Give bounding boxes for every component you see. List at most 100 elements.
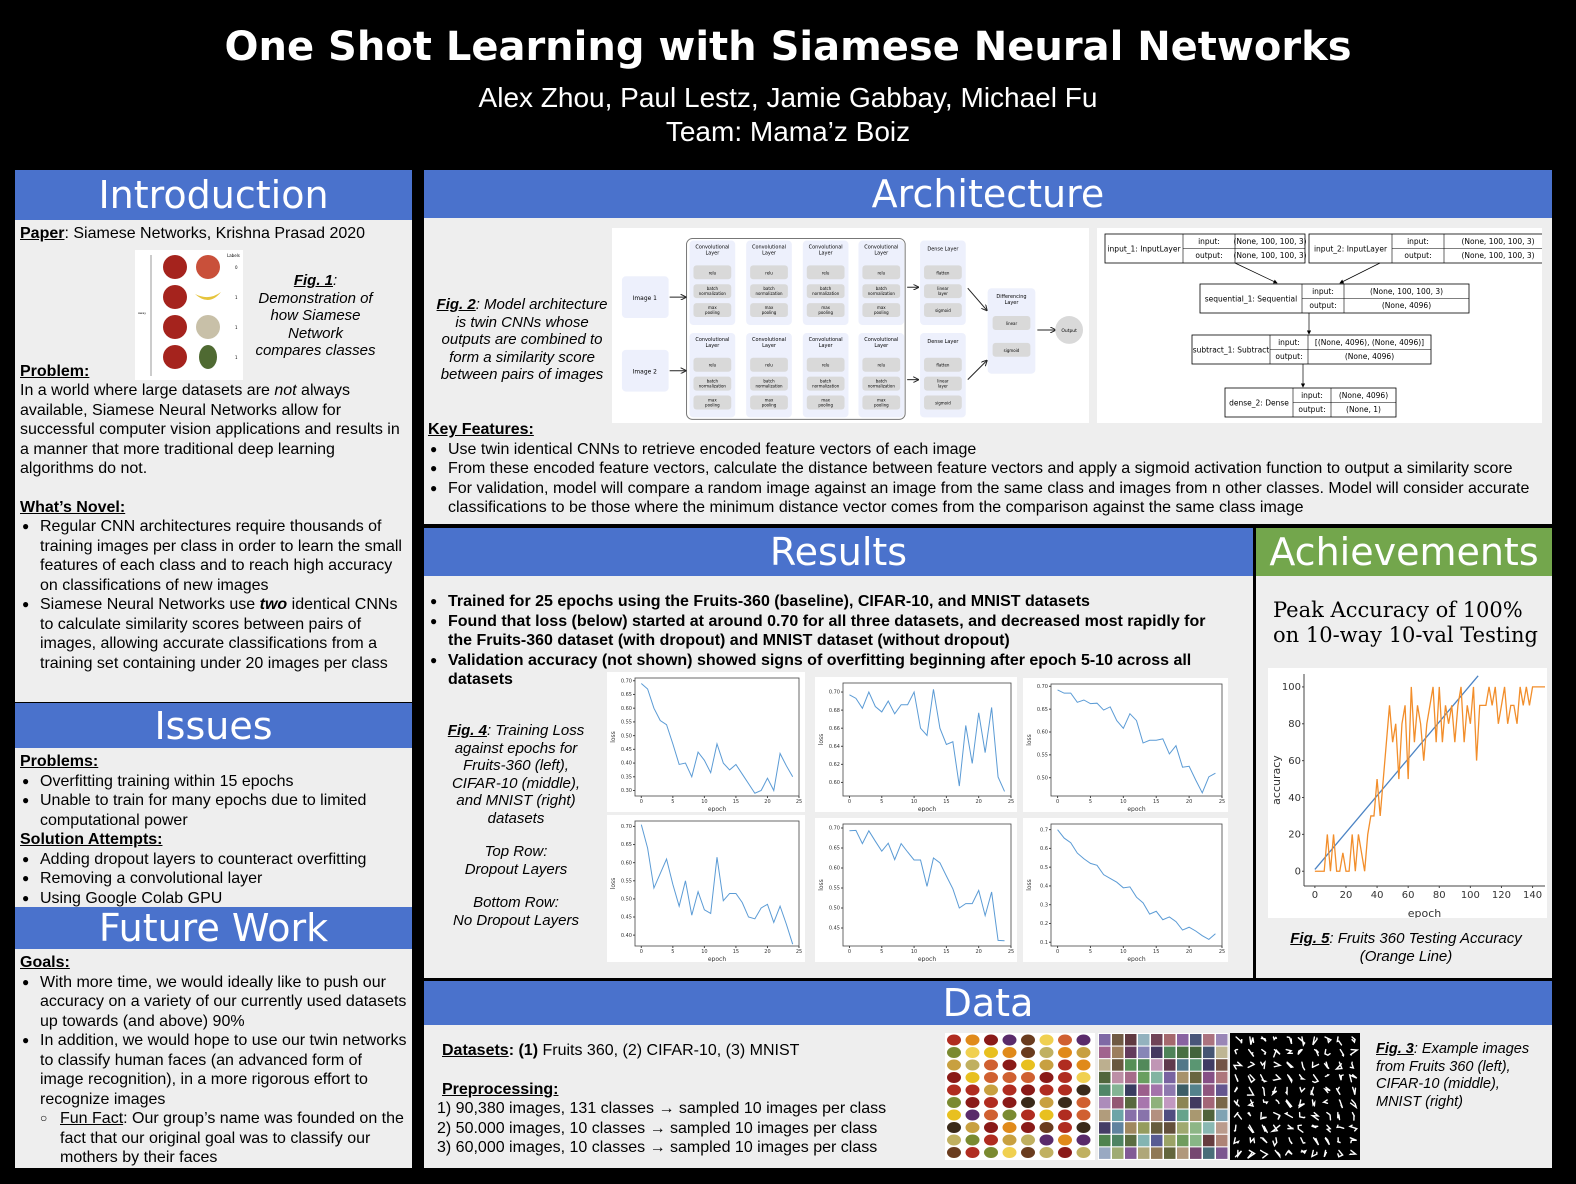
fruit-sample: [984, 1072, 998, 1083]
fruit-sample: [947, 1084, 961, 1096]
x-tick-label: 0: [848, 799, 851, 805]
fruit-sample: [1021, 1047, 1035, 1058]
mnist-digit-sample: [1337, 1111, 1341, 1121]
fruit-sample: [947, 1059, 961, 1071]
problem-text: In a world where large datasets are not …: [20, 382, 400, 477]
y-tick-label: 0.50: [621, 733, 632, 739]
svg-text:Convolutional: Convolutional: [695, 244, 729, 250]
cifar-sample: [1125, 1071, 1137, 1084]
cifar-sample: [1099, 1059, 1111, 1071]
cifar-sample: [1125, 1034, 1137, 1046]
mnist-digit-sample: [1233, 1124, 1237, 1132]
svg-text:Layer: Layer: [1005, 300, 1020, 306]
operation-pill: [924, 357, 962, 372]
fruit-sample: [1021, 1097, 1035, 1108]
operation-pill: [862, 376, 901, 391]
fruit-sample: [1058, 1109, 1072, 1121]
y-tick-label: 40: [1288, 793, 1301, 804]
x-tick-label: 10: [911, 799, 917, 805]
fruit-sample: [1076, 1109, 1091, 1121]
x-tick-label: 10: [1120, 799, 1126, 805]
mnist-digit-sample: [1338, 1099, 1344, 1109]
operation-pill: [806, 265, 845, 280]
svg-text:batch: batch: [763, 286, 775, 291]
novel-list: Regular CNN architectures require thousa…: [20, 517, 407, 673]
x-tick-label: 80: [1433, 890, 1446, 901]
fruit-sample: [965, 1147, 980, 1158]
loss-chart-mnist-dropout: 0 5 10 15 20 25 0.50 0.55 0.60 0.65 0.70 epoch loss: [1023, 678, 1228, 812]
fruit-sample: [1076, 1084, 1091, 1096]
y-tick-label: 20: [1288, 830, 1301, 841]
fruit-sample: [984, 1084, 998, 1096]
fruit-sample: [1058, 1097, 1072, 1108]
x-axis-label: epoch: [918, 956, 936, 962]
fruit-sample: [1076, 1072, 1091, 1083]
list-item: Overfitting training within 15 epochs: [20, 772, 407, 792]
y-tick-label: 0.30: [621, 788, 632, 794]
cifar-sample: [1125, 1097, 1137, 1109]
y-tick-label: 0: [1295, 867, 1301, 878]
x-axis-label: epoch: [708, 806, 726, 812]
cifar-sample: [1190, 1059, 1202, 1071]
fruit-sample: [1076, 1059, 1091, 1071]
svg-text:layer: layer: [938, 384, 948, 389]
preprocessing-item: 1) 90,380 images, 131 classes → sampled …: [437, 1100, 887, 1117]
svg-text:input_2: InputLayer: input_2: InputLayer: [1314, 245, 1388, 254]
mnist-digit-sample: [1260, 1111, 1267, 1120]
mnist-digit-sample: [1299, 1086, 1306, 1093]
svg-text:flatten: flatten: [936, 363, 949, 368]
svg-text:batch: batch: [707, 286, 719, 291]
fruit-sample: [1058, 1147, 1072, 1158]
cifar-sample: [1138, 1084, 1150, 1096]
paper-label: Paper: [20, 225, 65, 242]
x-tick-label: 20: [1340, 890, 1353, 901]
svg-text:pooling: pooling: [818, 402, 833, 407]
svg-text:normalization: normalization: [812, 291, 840, 296]
y-tick-label: 0.68: [829, 708, 840, 714]
svg-text:sequential_1: Sequential: sequential_1: Sequential: [1205, 295, 1298, 304]
svg-text:linear: linear: [937, 286, 949, 291]
svg-text:(None, 4096): (None, 4096): [1339, 391, 1388, 400]
mnist-digit-sample: [1351, 1036, 1356, 1044]
apple-image: [163, 345, 187, 369]
svg-text:Layer: Layer: [874, 343, 889, 349]
fruit-sample: [984, 1109, 998, 1121]
fruit-sample: [947, 1034, 961, 1046]
svg-text:pooling: pooling: [818, 310, 833, 315]
y-tick-label: 0.70: [1037, 684, 1048, 690]
svg-text:relu: relu: [709, 270, 717, 275]
fruits360-sample-images: [945, 1033, 1095, 1160]
y-tick-label: 0.64: [829, 744, 840, 750]
y-tick-label: 0.60: [829, 780, 840, 786]
x-tick-label: 20: [976, 799, 982, 805]
operation-pill: [750, 303, 788, 318]
svg-text:input:: input:: [1312, 287, 1334, 296]
series-line: [1314, 686, 1545, 872]
x-tick-label: 140: [1523, 890, 1542, 901]
team-name: Team: Mama’z Boiz: [665, 116, 911, 147]
fruit-sample: [1021, 1084, 1035, 1096]
results-section: Trained for 25 epochs using the Fruits-3…: [424, 576, 1253, 978]
svg-text:normalization: normalization: [812, 384, 840, 389]
cifar-sample: [1190, 1147, 1202, 1159]
mnist-digit-sample: [1312, 1137, 1320, 1146]
mnist-digit-sample: [1297, 1036, 1306, 1047]
y-tick-label: 0.55: [1037, 753, 1048, 759]
cifar-sample: [1112, 1109, 1124, 1122]
fruit-sample: [947, 1122, 961, 1133]
twin-cnn-group: [686, 238, 906, 420]
fruit-sample: [984, 1034, 998, 1046]
cifar-sample: [1151, 1071, 1163, 1084]
cifar-sample: [1216, 1097, 1228, 1109]
cifar-sample: [1190, 1034, 1202, 1046]
mnist-digit-sample: [1233, 1086, 1239, 1093]
apple-image: [163, 315, 187, 339]
y-tick-label: 0.70: [829, 690, 840, 696]
results-heading: Results: [424, 528, 1253, 576]
arrow: [967, 287, 987, 310]
cifar-sample: [1203, 1097, 1215, 1109]
y-axis-label: loss: [1026, 879, 1033, 891]
pair-label: 1: [235, 295, 238, 300]
fruit-sample: [1002, 1134, 1017, 1146]
